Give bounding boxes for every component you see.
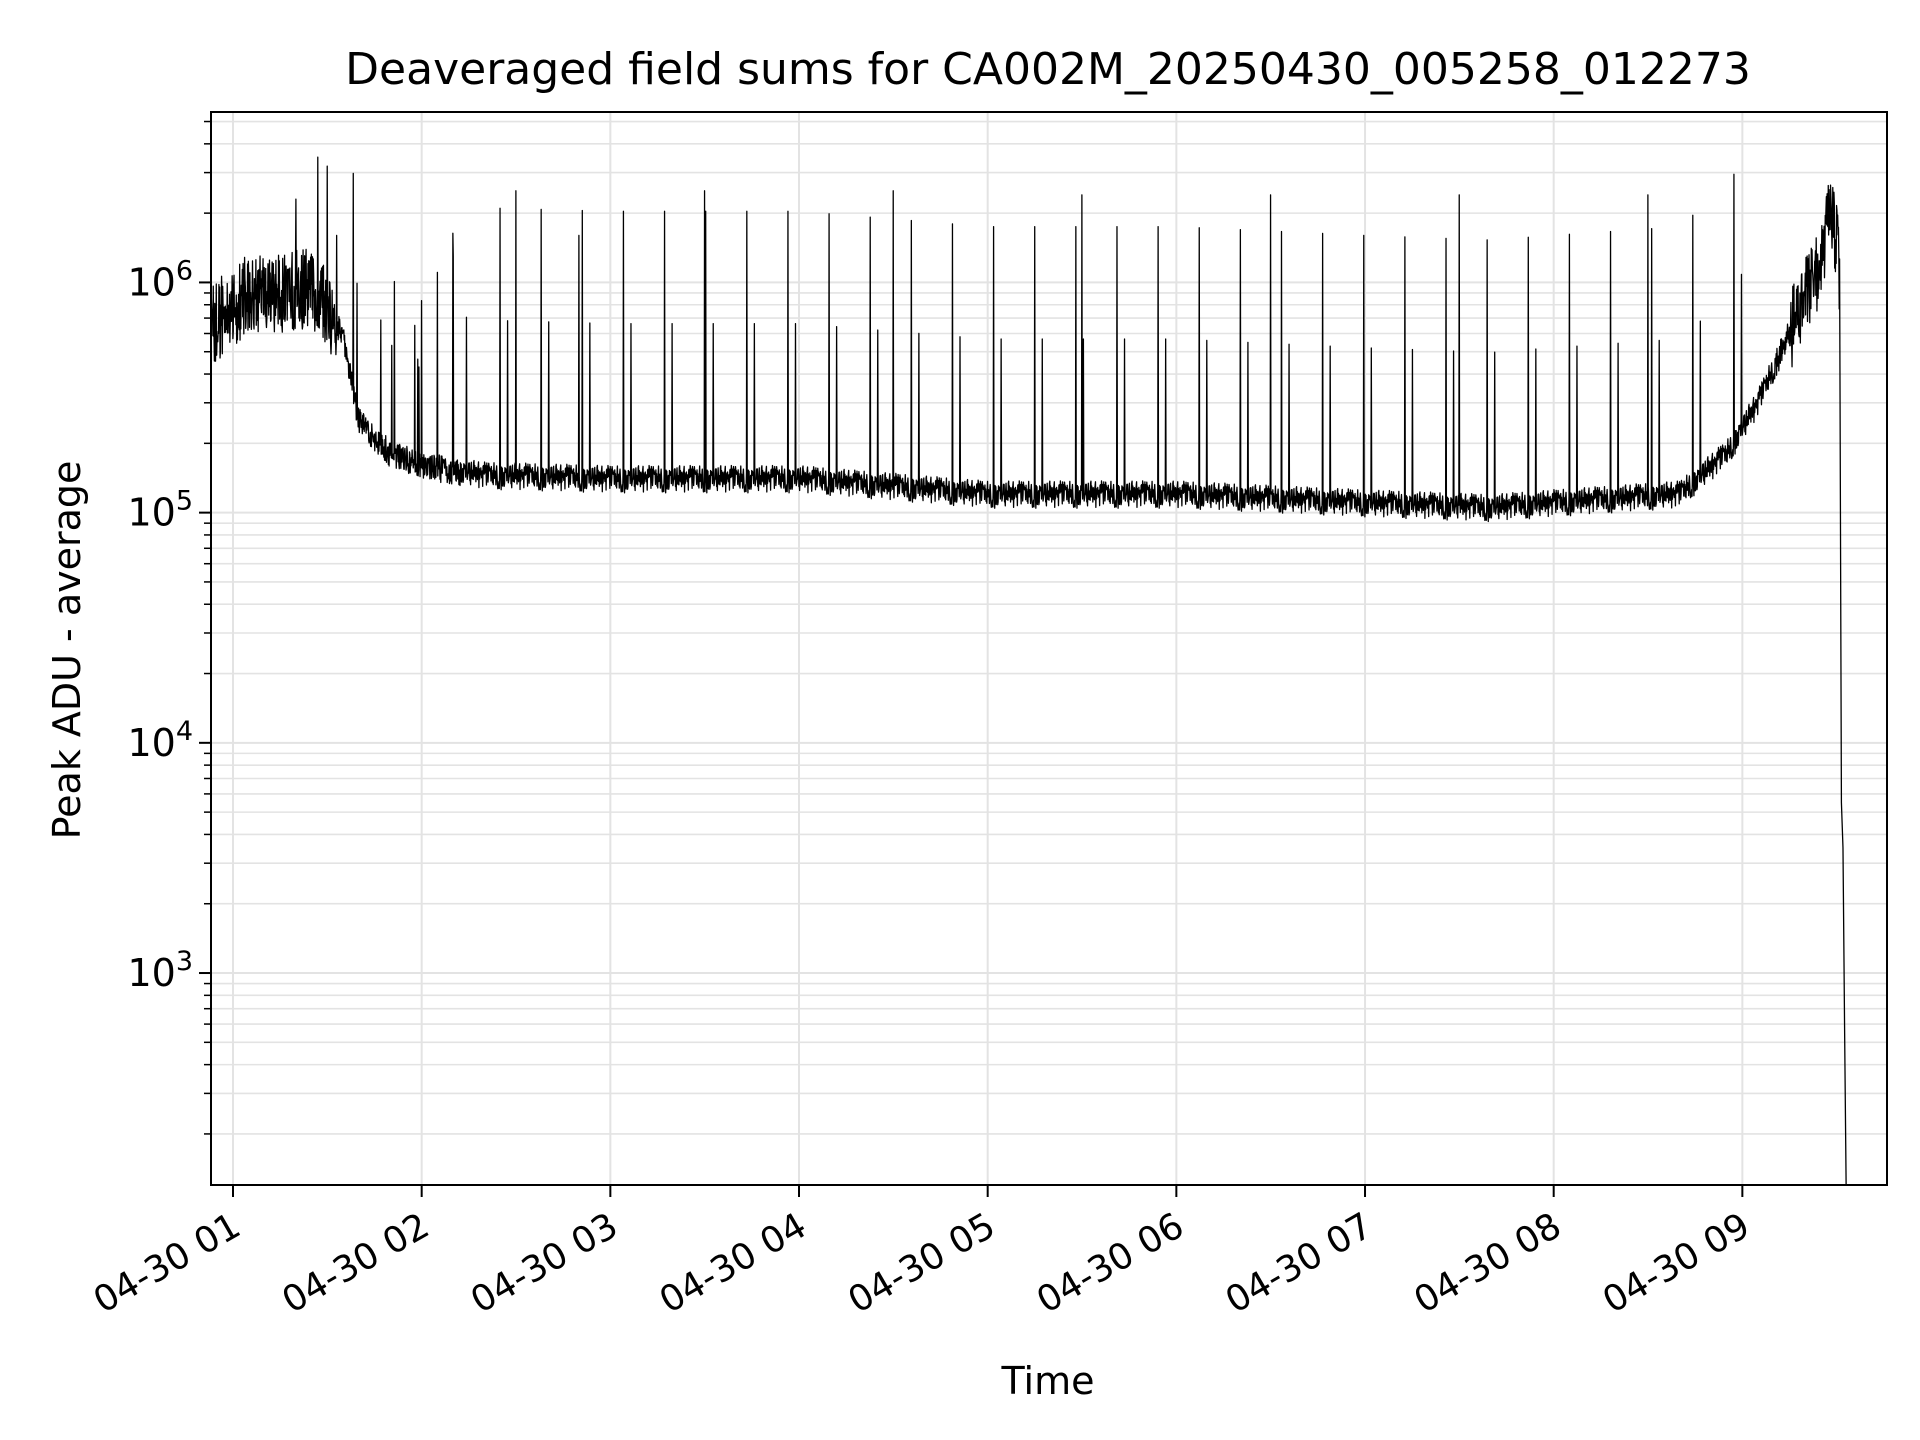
y-tick-label: 104 bbox=[127, 716, 193, 765]
chart-title: Deaveraged field sums for CA002M_2025043… bbox=[345, 44, 1751, 95]
y-tick-label: 105 bbox=[127, 486, 193, 535]
x-axis-label: Time bbox=[1001, 1359, 1095, 1403]
grid-lines bbox=[211, 112, 1887, 1185]
y-axis-ticks: 103 104 105 106 bbox=[127, 120, 211, 1135]
y-tick-label: 106 bbox=[127, 255, 193, 304]
data-series-line bbox=[210, 156, 1847, 1186]
axes-frame bbox=[210, 111, 1888, 1186]
plot-area bbox=[210, 156, 1847, 1186]
y-tick-label: 103 bbox=[127, 946, 193, 995]
y-axis-label: Peak ADU - average bbox=[45, 461, 89, 840]
